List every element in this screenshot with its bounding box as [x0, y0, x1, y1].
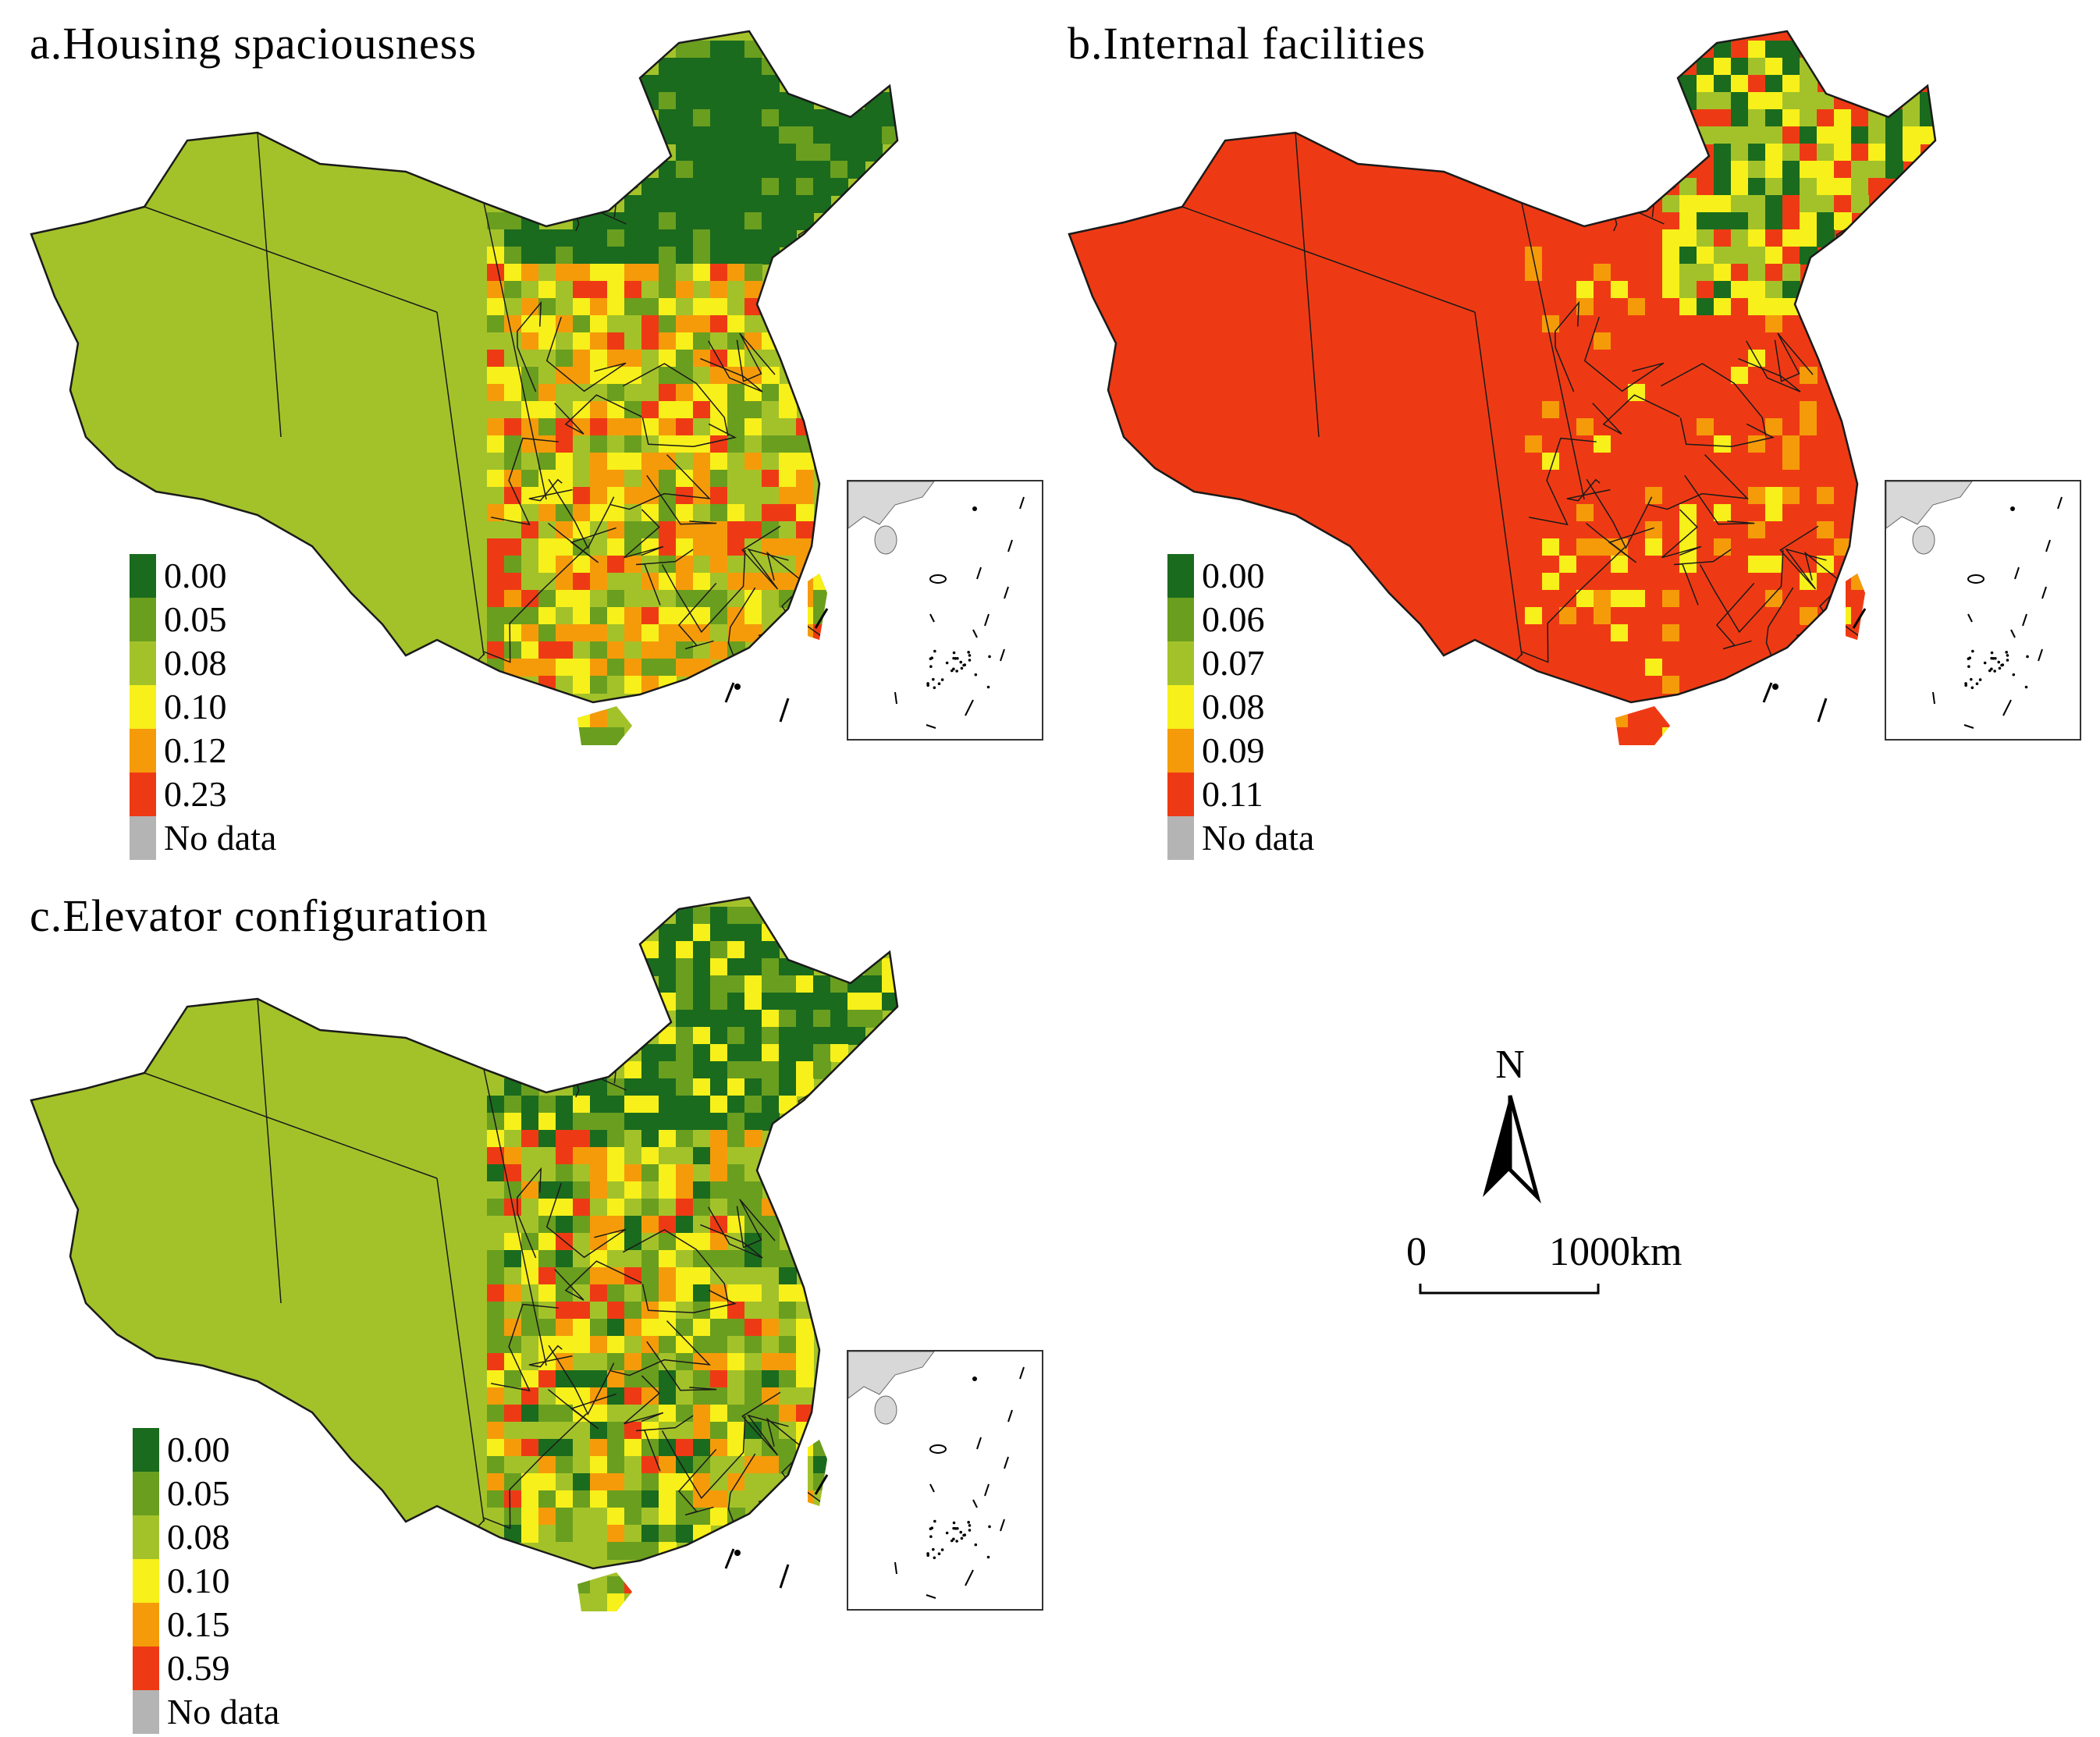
legend-label: 0.08	[1202, 687, 1265, 726]
south-china-sea-inset	[1885, 480, 2081, 741]
north-label: N	[1495, 1043, 1525, 1087]
panel-elevator-configuration: c.Elevator configuration 0.00 0.05 0.08 …	[0, 866, 1050, 1737]
legend-item: 0.08	[130, 641, 276, 685]
legend-label: 0.07	[1202, 643, 1265, 683]
china-map	[30, 30, 899, 745]
legend-label: 0.12	[164, 730, 227, 770]
legend-label: No data	[1202, 818, 1315, 858]
legend-item: 0.08	[1167, 685, 1314, 729]
china-map	[30, 896, 899, 1611]
north-arrow-icon	[1483, 1095, 1541, 1204]
legend-label: 0.05	[167, 1473, 230, 1513]
panel-title: c.Elevator configuration	[30, 890, 489, 941]
legend-label: 0.06	[1202, 599, 1265, 639]
legend-label: No data	[167, 1692, 280, 1732]
legend-item: No data	[133, 1690, 279, 1734]
legend-label: 0.23	[164, 774, 227, 814]
south-china-sea-inset	[847, 480, 1043, 741]
legend-label: 0.00	[1202, 556, 1265, 595]
map-legend: 0.00 0.05 0.08 0.10 0.15 0.59 No data	[133, 1428, 279, 1734]
legend-item: No data	[1167, 816, 1314, 860]
legend-item: 0.06	[1167, 598, 1314, 641]
legend-item: 0.23	[130, 773, 276, 816]
south-china-sea-inset	[847, 1350, 1043, 1611]
legend-label: 0.08	[164, 643, 227, 683]
panel-title: a.Housing spaciousness	[30, 18, 477, 69]
legend-item: 0.00	[1167, 554, 1314, 598]
legend-item: 0.05	[133, 1472, 279, 1515]
legend-item: 0.10	[133, 1559, 279, 1603]
legend-label: 0.15	[167, 1604, 230, 1644]
legend-item: 0.15	[133, 1603, 279, 1646]
legend-item: 0.00	[133, 1428, 279, 1472]
legend-label: 0.05	[164, 599, 227, 639]
legend-item: No data	[130, 816, 276, 860]
legend-item: 0.59	[133, 1646, 279, 1690]
legend-label: No data	[164, 818, 277, 858]
legend-label: 0.10	[164, 687, 227, 726]
panel-housing-spaciousness: a.Housing spaciousness 0.00 0.05 0.08 0.…	[0, 0, 1050, 866]
china-map	[1068, 30, 1937, 745]
map-legend: 0.00 0.05 0.08 0.10 0.12 0.23 No data	[130, 554, 276, 860]
legend-item: 0.00	[130, 554, 276, 598]
north-arrow: N	[1467, 1042, 1553, 1205]
legend-label: 0.00	[167, 1430, 230, 1469]
panel-internal-facilities: b.Internal facilities 0.00 0.06 0.07 0.0…	[1038, 0, 2100, 866]
legend-item: 0.05	[130, 598, 276, 641]
legend-label: 0.59	[167, 1648, 230, 1688]
legend-label: 0.09	[1202, 730, 1265, 770]
scale-end-label: 1000km	[1549, 1230, 1682, 1274]
scale-start-label: 0	[1406, 1230, 1427, 1274]
legend-label: 0.00	[164, 556, 227, 595]
legend-item: 0.09	[1167, 729, 1314, 773]
legend-item: 0.08	[133, 1515, 279, 1559]
legend-item: 0.10	[130, 685, 276, 729]
scale-bar: 0 1000km	[1397, 1229, 1725, 1307]
legend-item: 0.07	[1167, 641, 1314, 685]
panel-title: b.Internal facilities	[1068, 18, 1427, 69]
legend-label: 0.11	[1202, 774, 1263, 814]
legend-label: 0.10	[167, 1561, 230, 1600]
legend-label: 0.08	[167, 1517, 230, 1557]
map-legend: 0.00 0.06 0.07 0.08 0.09 0.11 No data	[1167, 554, 1314, 860]
legend-item: 0.11	[1167, 773, 1314, 816]
legend-item: 0.12	[130, 729, 276, 773]
